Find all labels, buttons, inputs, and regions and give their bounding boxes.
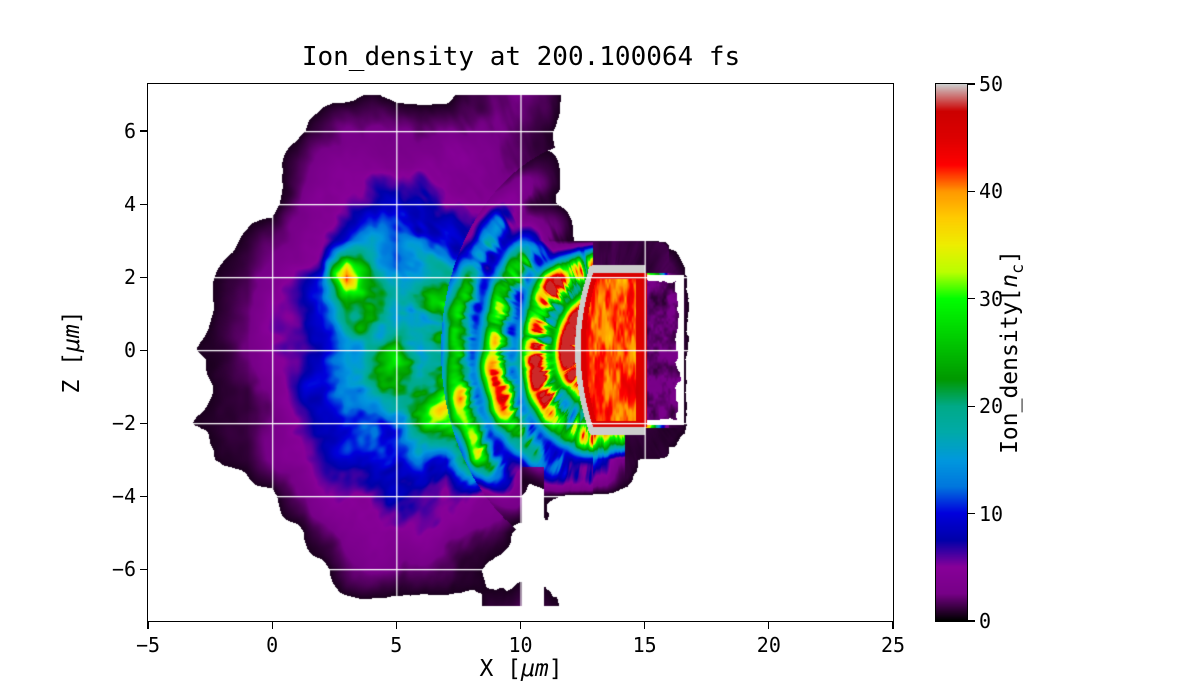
x-tick-mark	[271, 622, 273, 629]
y-tick-label: −4	[111, 484, 136, 509]
x-tick-label: 10	[508, 633, 533, 657]
y-axis-label-suffix: ]	[59, 310, 85, 325]
y-tick-label: −2	[111, 411, 136, 436]
colorbar-label-subscript: c	[1007, 263, 1027, 274]
colorbar-label-suffix: ]	[997, 250, 1024, 264]
y-axis-unit: μm	[59, 324, 85, 353]
y-tick-label: 6	[123, 119, 136, 144]
colorbar-tick-mark	[968, 83, 975, 85]
y-tick-mark	[140, 130, 147, 132]
x-axis-label: X [μm]	[479, 656, 562, 682]
x-tick-mark	[147, 622, 149, 629]
colorbar-canvas	[936, 84, 967, 621]
y-tick-mark	[140, 568, 147, 570]
y-tick-mark	[140, 276, 147, 278]
x-tick-label: 20	[756, 633, 781, 657]
x-axis-label-prefix: X [	[479, 656, 521, 682]
y-tick-mark	[140, 495, 147, 497]
heatmap-canvas	[148, 84, 893, 621]
colorbar-label: Ion_density[nc]	[997, 250, 1027, 454]
x-tick-label: 15	[632, 633, 657, 657]
y-axis-label: Z [μm]	[59, 310, 85, 393]
colorbar-tick-label: 50	[979, 72, 1004, 96]
colorbar-tick-mark	[968, 405, 975, 407]
colorbar-tick-mark	[968, 513, 975, 515]
x-tick-label: 5	[390, 633, 403, 657]
colorbar-tick-label: 0	[979, 609, 992, 633]
x-tick-mark	[892, 622, 894, 629]
x-axis-label-suffix: ]	[548, 656, 563, 682]
y-tick-mark	[140, 203, 147, 205]
x-tick-mark	[644, 622, 646, 629]
colorbar-tick-mark	[968, 298, 975, 300]
y-tick-label: 4	[123, 192, 136, 217]
colorbar-tick-label: 10	[979, 501, 1004, 526]
y-tick-label: −6	[111, 557, 136, 582]
colorbar-tick-mark	[968, 190, 975, 192]
x-tick-label: −5	[135, 633, 161, 657]
colorbar-label-prefix: Ion_density[	[997, 287, 1024, 454]
colorbar-tick-label: 40	[979, 179, 1004, 204]
x-tick-label: 25	[880, 633, 906, 657]
plot-area	[147, 83, 894, 622]
colorbar	[935, 83, 968, 622]
x-tick-mark	[395, 622, 397, 629]
plot-title: Ion_density at 200.100064 fs	[301, 42, 741, 72]
x-tick-mark	[768, 622, 770, 629]
colorbar-tick-label: 30	[979, 286, 1004, 311]
x-axis-unit: μm	[520, 656, 549, 682]
x-tick-label: 0	[266, 633, 279, 657]
colorbar-tick-mark	[968, 620, 975, 622]
x-tick-mark	[519, 622, 522, 629]
y-axis-label-prefix: Z [	[59, 352, 85, 394]
y-tick-label: 0	[123, 338, 136, 363]
colorbar-tick-label: 20	[979, 394, 1004, 419]
colorbar-label-symbol: n	[997, 273, 1024, 288]
y-tick-mark	[140, 349, 147, 351]
y-tick-label: 2	[123, 265, 136, 290]
y-tick-mark	[140, 422, 147, 424]
